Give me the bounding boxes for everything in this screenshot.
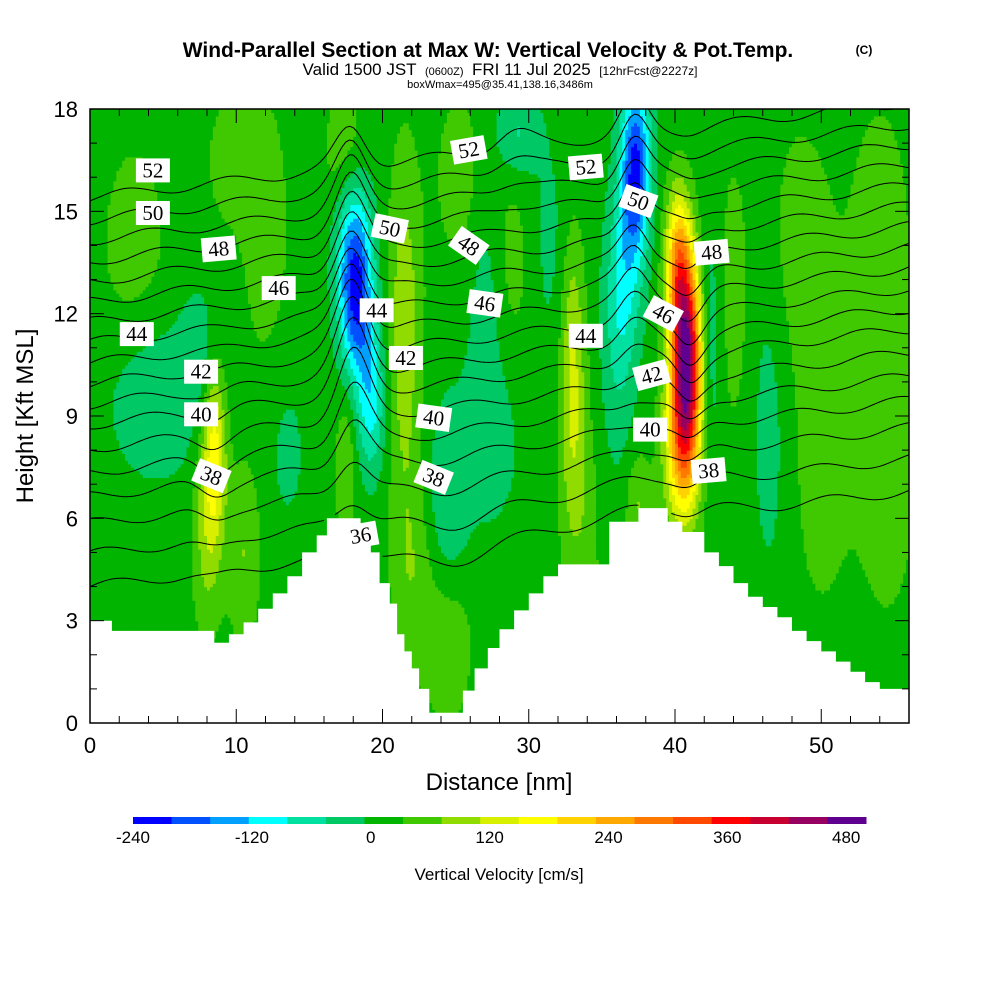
title-block: Wind-Parallel Section at Max W: Vertical… [183,39,873,91]
copyright-mark: (C) [856,43,873,57]
valid-prefix: Valid 1500 JST [303,60,417,79]
valid-time-line: Valid 1500 JST (0600Z) FRI 11 Jul 2025 [… [303,60,698,79]
valid-utc: (0600Z) [425,66,464,78]
forecast-info: [12hrFcst@2227z] [599,64,697,78]
figure: Wind-Parallel Section at Max W: Vertical… [0,0,1000,1000]
box-info: boxWmax=495@35.41,138.16,3486m [407,79,593,91]
valid-date: FRI 11 Jul 2025 [472,60,591,79]
chart-title: Wind-Parallel Section at Max W: Vertical… [183,39,794,62]
